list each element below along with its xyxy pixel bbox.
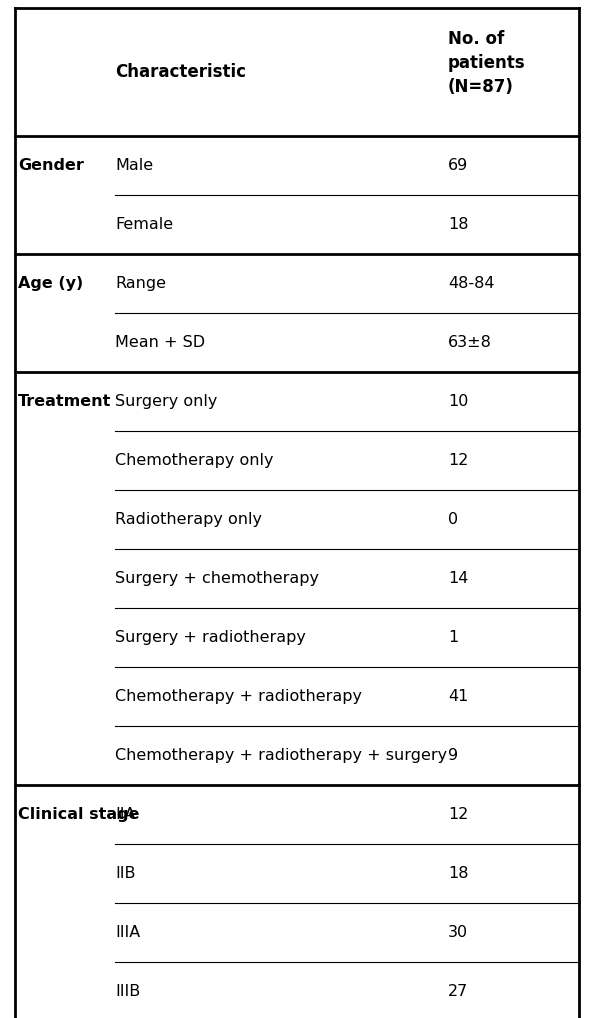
- Text: Age (y): Age (y): [18, 276, 83, 291]
- Text: 10: 10: [448, 394, 469, 409]
- Text: Treatment: Treatment: [18, 394, 112, 409]
- Text: Gender: Gender: [18, 158, 84, 173]
- Text: 27: 27: [448, 984, 468, 999]
- Text: Range: Range: [115, 276, 166, 291]
- Text: 18: 18: [448, 217, 469, 232]
- Text: patients: patients: [448, 54, 526, 72]
- Text: IIA: IIA: [115, 807, 135, 822]
- Text: Chemotherapy + radiotherapy: Chemotherapy + radiotherapy: [115, 689, 362, 704]
- Text: 69: 69: [448, 158, 468, 173]
- Text: 12: 12: [448, 807, 469, 822]
- Text: Characteristic: Characteristic: [115, 63, 246, 81]
- Text: Chemotherapy + radiotherapy + surgery: Chemotherapy + radiotherapy + surgery: [115, 748, 447, 764]
- Text: 1: 1: [448, 630, 458, 645]
- Text: IIIB: IIIB: [115, 984, 140, 999]
- Text: 63±8: 63±8: [448, 335, 492, 350]
- Text: Mean + SD: Mean + SD: [115, 335, 205, 350]
- Text: Clinical stage: Clinical stage: [18, 807, 140, 822]
- Text: 48-84: 48-84: [448, 276, 494, 291]
- Text: IIIA: IIIA: [115, 925, 140, 940]
- Text: 12: 12: [448, 453, 469, 468]
- Text: No. of: No. of: [448, 30, 504, 48]
- Text: Female: Female: [115, 217, 173, 232]
- Text: Radiotherapy only: Radiotherapy only: [115, 512, 262, 527]
- Text: 9: 9: [448, 748, 458, 764]
- Text: 41: 41: [448, 689, 469, 704]
- Text: 14: 14: [448, 571, 469, 586]
- Text: 18: 18: [448, 866, 469, 881]
- Text: Chemotherapy only: Chemotherapy only: [115, 453, 273, 468]
- Text: Male: Male: [115, 158, 153, 173]
- Text: IIB: IIB: [115, 866, 135, 881]
- Text: (N=87): (N=87): [448, 78, 514, 96]
- Text: 0: 0: [448, 512, 458, 527]
- Text: 30: 30: [448, 925, 468, 940]
- Text: Surgery only: Surgery only: [115, 394, 217, 409]
- Text: Surgery + chemotherapy: Surgery + chemotherapy: [115, 571, 319, 586]
- Text: Surgery + radiotherapy: Surgery + radiotherapy: [115, 630, 306, 645]
